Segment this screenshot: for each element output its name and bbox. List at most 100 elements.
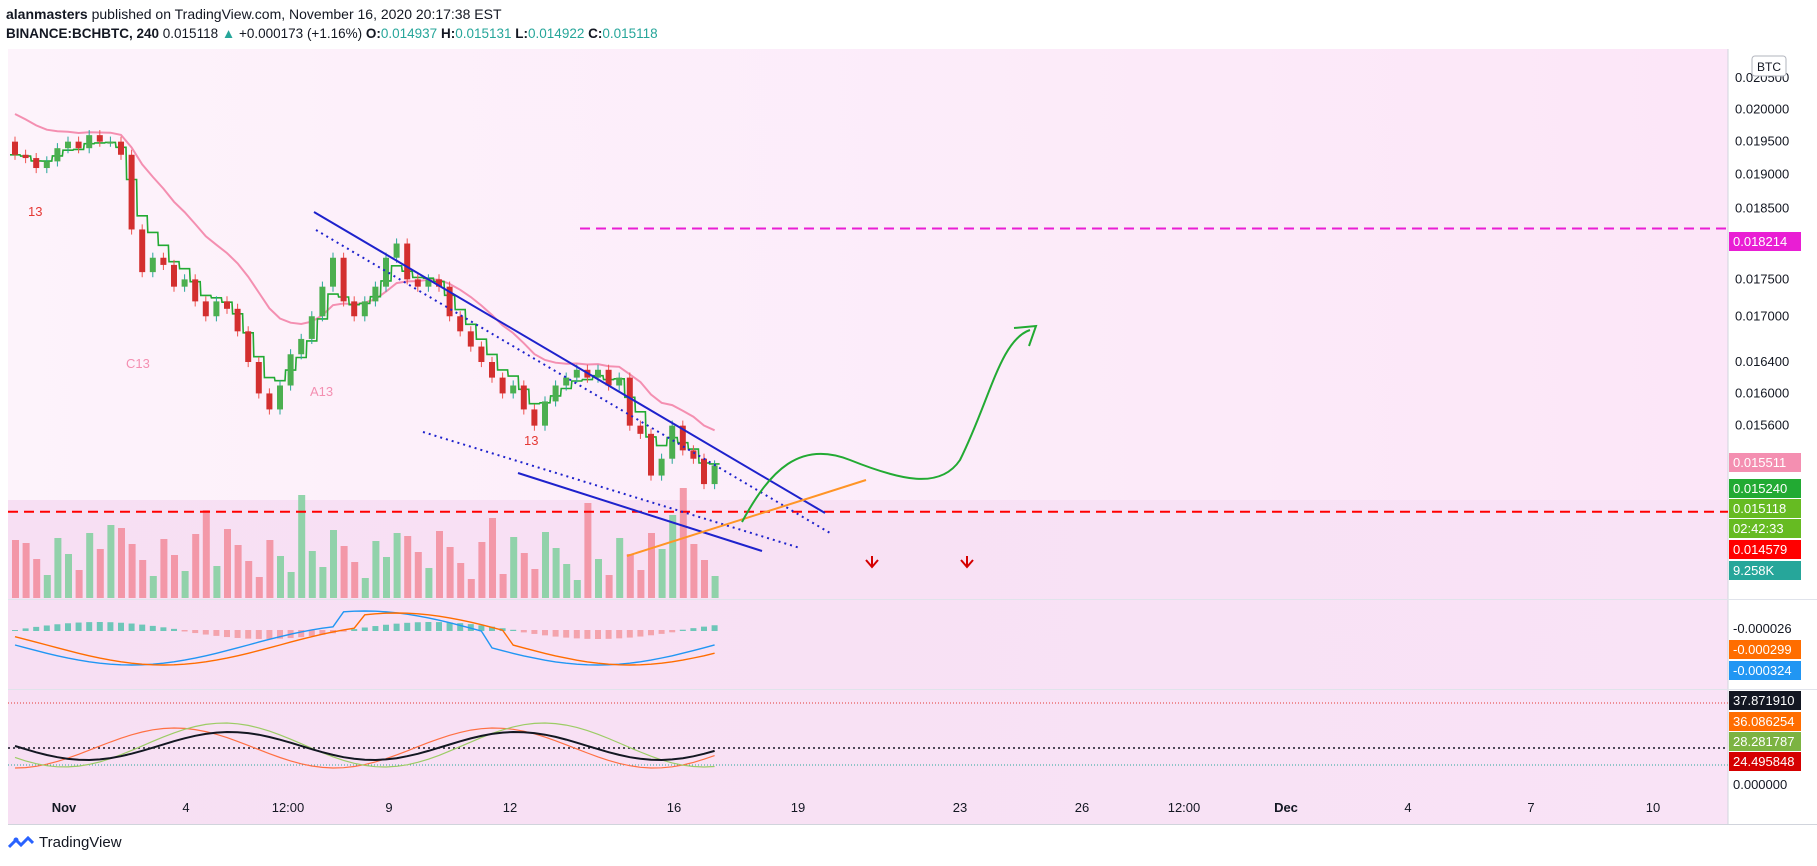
volume-bar: [351, 562, 359, 598]
price-label-bg: [1729, 479, 1801, 498]
currency-badge[interactable]: [1751, 55, 1787, 77]
volume-bar: [372, 541, 380, 598]
volume-bar: [414, 552, 422, 598]
candle-body: [65, 141, 71, 149]
time-tick-label: 16: [667, 800, 681, 815]
volume-bar: [404, 536, 412, 598]
macd-pane-bg: [8, 600, 1728, 689]
candle-body: [86, 135, 93, 149]
candle-body: [679, 425, 686, 451]
symbol-line: BINANCE:BCHBTC, 240 0.015118 ▲ +0.000173…: [6, 24, 658, 44]
macd-histogram-bar: [160, 627, 167, 631]
volume-bar: [563, 564, 571, 598]
price-label-bg: [1729, 540, 1801, 559]
macd-histogram-bar: [22, 628, 29, 631]
volume-bar: [224, 529, 231, 598]
candle-body: [277, 385, 283, 410]
candle-body: [224, 301, 230, 309]
candle-body: [573, 369, 580, 378]
time-tick-label: Nov: [52, 800, 77, 815]
macd-histogram-bar: [457, 623, 464, 631]
dmi-indicator: [8, 702, 1728, 769]
volume-bar: [648, 533, 655, 598]
macd-histogram-bar: [372, 626, 379, 631]
candle-body: [616, 377, 623, 386]
volume-bar: [330, 530, 337, 598]
candle-body: [425, 279, 432, 287]
macd-histogram-bar: [107, 622, 114, 631]
publish-info: published on TradingView.com, November 1…: [91, 6, 502, 22]
close-label: C:: [588, 26, 603, 41]
volume-bar: [277, 556, 284, 598]
volume-bar: [308, 551, 316, 598]
volume-bar: [626, 554, 634, 598]
candle-body: [626, 377, 633, 426]
macd-histogram-bar: [414, 622, 421, 631]
macd-histogram-bar: [171, 628, 177, 631]
macd-histogram-bar: [149, 625, 156, 631]
time-tick-label: 12:00: [1168, 800, 1201, 815]
candle-body: [107, 141, 114, 144]
candle-body: [33, 158, 40, 169]
price-label-bg: [1729, 519, 1801, 538]
macd-signal-label-bg: [1729, 661, 1801, 680]
tradingview-icon: [8, 835, 34, 848]
macd-histogram-bar: [510, 629, 517, 631]
candle-body: [669, 425, 676, 459]
candle-body: [436, 279, 442, 287]
price-label: 0.015511: [1733, 455, 1786, 470]
price-axis-ticks: 0.0205000.0200000.0195000.0190000.018500…: [1735, 70, 1789, 433]
volume-bar: [86, 533, 94, 598]
annotation-label: A13: [310, 384, 333, 399]
candle-body: [690, 450, 697, 459]
tradingview-logo[interactable]: TradingView: [8, 834, 122, 851]
volume-bar: [457, 563, 465, 598]
volume-bar: [12, 540, 19, 598]
candle-body: [393, 243, 400, 258]
projection-arrowhead: [1013, 324, 1038, 347]
dmi-zero-label: 0.000000: [1733, 777, 1787, 792]
macd-histogram-bar: [202, 630, 209, 635]
author-name[interactable]: alanmasters: [6, 6, 88, 22]
candle-body: [499, 377, 506, 394]
time-tick-label: 9: [385, 800, 392, 815]
macd-histogram-bar: [531, 630, 538, 634]
macd-histogram-bar: [319, 630, 326, 635]
volume-bar: [128, 544, 136, 598]
price-tick-label: 0.016000: [1735, 385, 1789, 400]
macd-histogram-bar: [690, 628, 697, 631]
candle-body: [287, 354, 294, 386]
publish-line: alanmasters published on TradingView.com…: [6, 4, 658, 24]
candle-body: [520, 385, 527, 410]
volume-bar: [245, 561, 253, 598]
volume-bar: [393, 533, 401, 598]
dmi-level-label-bg: [1729, 752, 1801, 771]
volume-bar: [287, 572, 295, 598]
volume-bar: [520, 553, 528, 598]
high-value: 0.015131: [455, 26, 512, 41]
macd-histogram-bar: [478, 625, 485, 631]
macd-histogram-bar: [181, 630, 188, 632]
candle-body: [489, 362, 495, 378]
drawings[interactable]: 13 C13 A13 13: [8, 204, 1728, 569]
macd-histogram-bar: [54, 624, 61, 631]
volume-bar: [446, 547, 454, 598]
volume-bar: [552, 548, 560, 598]
macd-histogram-bar: [308, 630, 315, 637]
time-tick-label: 4: [182, 800, 189, 815]
macd-histogram-bar: [86, 622, 93, 631]
volume-bar: [499, 574, 507, 598]
candle-body: [478, 346, 485, 362]
symbol-name[interactable]: BINANCE:BCHBTC, 240: [6, 26, 160, 41]
volume-bar: [213, 566, 221, 598]
macd-histogram-bar: [637, 630, 644, 637]
volume-bar: [181, 571, 189, 598]
volume-bar: [467, 579, 475, 598]
volume-bar: [595, 559, 602, 598]
macd-histogram-bar: [573, 630, 580, 639]
dmi-plus-line: [14, 722, 715, 768]
candle-body: [467, 331, 474, 347]
macd-histogram-bar: [626, 630, 633, 638]
volume-bar: [139, 560, 147, 598]
